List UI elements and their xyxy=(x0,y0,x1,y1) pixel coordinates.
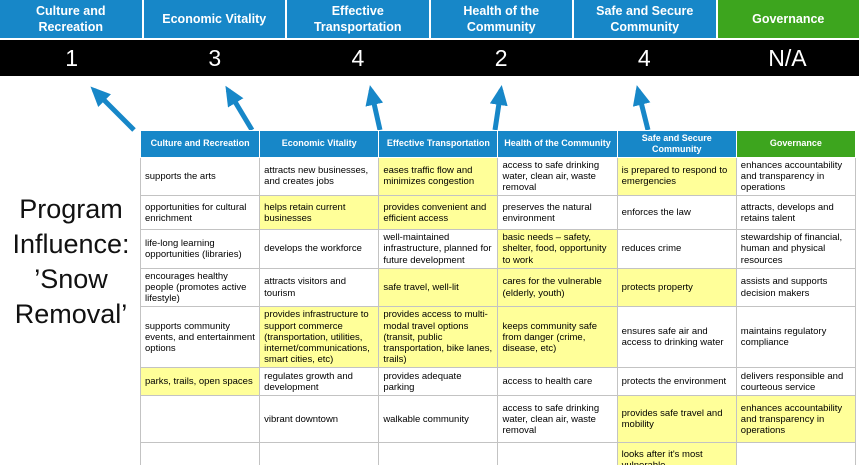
matrix-row-8: looks after it's most vulnerable xyxy=(139,442,857,465)
matrix-cell-r6-c3: provides adequate parking xyxy=(378,367,499,397)
matrix-body: supports the arts attracts new businesses… xyxy=(139,156,857,465)
matrix-head: Culture and Recreation Economic Vitality E… xyxy=(139,130,857,158)
matrix-cell-r3-c4: basic needs – safety, shelter, food, opp… xyxy=(497,229,618,269)
matrix-row-5: supports community events, and entertain… xyxy=(139,306,857,369)
category-row: Culture and Recreation Economic Vitality E… xyxy=(0,0,859,38)
arrow-economic-icon xyxy=(225,85,255,132)
matrix-cell-r4-c4: cares for the vulnerable (elderly, youth… xyxy=(497,267,618,308)
score-value-1: 1 xyxy=(65,44,78,71)
matrix-header-6: Governance xyxy=(735,130,857,158)
matrix-cell-r2-c2: helps retain current businesses xyxy=(259,195,380,231)
matrix-header-row: Culture and Recreation Economic Vitality E… xyxy=(139,130,857,158)
score-arrows xyxy=(90,85,651,132)
matrix-header-4: Health of the Community xyxy=(497,130,618,158)
matrix-cell-r4-c2: attracts visitors and tourism xyxy=(259,267,380,308)
score-value-2: 3 xyxy=(208,44,222,71)
influence-matrix: Culture and Recreation Economic Vitality E… xyxy=(139,130,857,465)
matrix-cell-r4-c5: protects property xyxy=(616,267,737,308)
matrix-header-3: Effective Transportation xyxy=(378,130,499,158)
matrix-cell-r6-c5: protects the environment xyxy=(616,367,737,397)
matrix-cell-r4-c3: safe travel, well-lit xyxy=(378,267,499,308)
arrow-transportation-icon xyxy=(365,85,384,131)
matrix-row-1: supports the arts attracts new businesses… xyxy=(139,156,857,197)
matrix-cell-r2-c4: preserves the natural environment xyxy=(497,195,618,231)
arrow-culture-icon xyxy=(90,86,136,132)
category-header-5: Safe and Secure Community xyxy=(574,0,716,38)
category-header-2: Economic Vitality xyxy=(143,0,285,38)
page-title: Program Influence: ’Snow Removal’ xyxy=(12,194,130,330)
matrix-header-5: Safe and Secure Community xyxy=(616,130,737,158)
matrix-cell-r6-c6: delivers responsible and courteous servi… xyxy=(735,367,857,397)
matrix-cell-r6-c2: regulates growth and development xyxy=(259,367,380,397)
matrix-cell-r7-c4: access to safe drinking water, clean air… xyxy=(497,395,618,444)
matrix-row-3: life-long learning opportunities (librar… xyxy=(139,229,857,269)
arrow-safe-icon xyxy=(632,85,651,131)
matrix-row-6: parks, trails, open spaces regulates grow… xyxy=(139,367,857,397)
category-header-4: Health of the Community xyxy=(430,0,572,38)
matrix-cell-r8-c6 xyxy=(735,442,857,465)
matrix-cell-r5-c5: ensures safe air and access to drinking … xyxy=(616,306,737,369)
matrix-cell-r3-c5: reduces crime xyxy=(616,229,737,269)
matrix-cell-r1-c6: enhances accountability and transparency… xyxy=(735,156,857,197)
matrix-header-2: Economic Vitality xyxy=(259,130,380,158)
matrix-cell-r7-c6: enhances accountability and transparency… xyxy=(735,395,857,444)
matrix-cell-r7-c5: provides safe travel and mobility xyxy=(616,395,737,444)
category-header-6: Governance xyxy=(717,0,859,38)
matrix-cell-r8-c4 xyxy=(497,442,618,465)
matrix-cell-r7-c3: walkable community xyxy=(378,395,499,444)
matrix-cell-r4-c1: encourages healthy people (promotes acti… xyxy=(139,267,261,308)
matrix-cell-r2-c5: enforces the law xyxy=(616,195,737,231)
matrix-cell-r6-c1: parks, trails, open spaces xyxy=(139,367,261,397)
matrix-cell-r6-c4: access to health care xyxy=(497,367,618,397)
category-header-3: Effective Transportation xyxy=(287,0,429,38)
score-value-4: 2 xyxy=(494,44,508,71)
arrow-health-icon xyxy=(489,85,508,131)
score-value-3: 4 xyxy=(351,44,365,71)
matrix-cell-r1-c4: access to safe drinking water, clean air… xyxy=(497,156,618,197)
matrix-row-7: vibrant downtown walkable community access… xyxy=(139,395,857,444)
matrix-cell-r2-c3: provides convenient and efficient access xyxy=(378,195,499,231)
matrix-cell-r1-c5: is prepared to respond to emergencies xyxy=(616,156,737,197)
matrix-header-1: Culture and Recreation xyxy=(139,130,261,158)
matrix-cell-r8-c1 xyxy=(139,442,261,465)
matrix-cell-r1-c3: eases traffic flow and minimizes congest… xyxy=(378,156,499,197)
matrix-cell-r8-c2 xyxy=(259,442,380,465)
score-row: 1 3 4 2 4 N/A xyxy=(0,40,859,76)
matrix-cell-r3-c2: develops the workforce xyxy=(259,229,380,269)
matrix-cell-r7-c1 xyxy=(139,395,261,444)
matrix-cell-r5-c4: keeps community safe from danger (crime,… xyxy=(497,306,618,369)
matrix-row-4: encourages healthy people (promotes acti… xyxy=(139,267,857,308)
matrix-cell-r3-c3: well-maintained infrastructure, planned … xyxy=(378,229,499,269)
matrix-cell-r8-c3 xyxy=(378,442,499,465)
matrix-cell-r3-c1: life-long learning opportunities (librar… xyxy=(139,229,261,269)
score-value-5: 4 xyxy=(637,44,651,71)
matrix-cell-r2-c1: opportunities for cultural enrichment xyxy=(139,195,261,231)
matrix-cell-r4-c6: assists and supports decision makers xyxy=(735,267,857,308)
matrix-cell-r5-c6: maintains regulatory compliance xyxy=(735,306,857,369)
matrix-cell-r5-c3: provides access to multi-modal travel op… xyxy=(378,306,499,369)
matrix-cell-r8-c5: looks after it's most vulnerable xyxy=(616,442,737,465)
matrix-cell-r5-c2: provides infrastructure to support comme… xyxy=(259,306,380,369)
matrix-cell-r1-c2: attracts new businesses, and creates job… xyxy=(259,156,380,197)
matrix-cell-r7-c2: vibrant downtown xyxy=(259,395,380,444)
matrix-cell-r2-c6: attracts, develops and retains talent xyxy=(735,195,857,231)
matrix-cell-r5-c1: supports community events, and entertain… xyxy=(139,306,261,369)
matrix-row-2: opportunities for cultural enrichment hel… xyxy=(139,195,857,231)
category-header-1: Culture and Recreation xyxy=(0,0,142,38)
matrix-cell-r3-c6: stewardship of financial, human and phys… xyxy=(735,229,857,269)
matrix-cell-r1-c1: supports the arts xyxy=(139,156,261,197)
score-value-6: N/A xyxy=(768,44,807,71)
